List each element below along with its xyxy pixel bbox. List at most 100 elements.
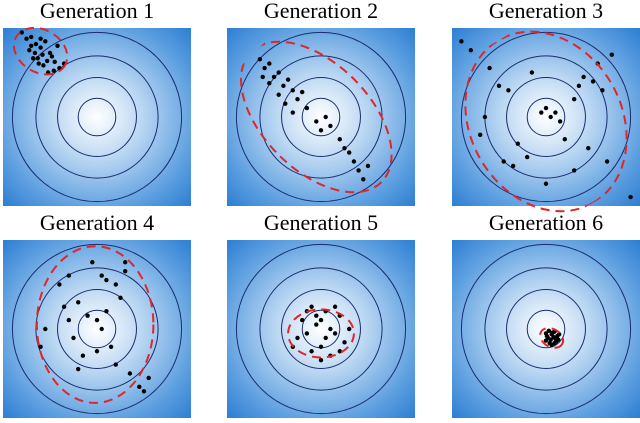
point [337, 349, 342, 354]
point [515, 141, 520, 146]
point [40, 52, 45, 57]
point [71, 335, 76, 341]
contour [77, 97, 117, 137]
point [300, 89, 305, 95]
point [546, 328, 552, 333]
point [113, 282, 119, 287]
point [550, 330, 555, 335]
point [487, 65, 492, 71]
point [276, 92, 281, 97]
point [300, 317, 305, 323]
covariance-ellipse [287, 308, 355, 359]
point [314, 313, 319, 318]
point [24, 36, 29, 41]
point [281, 83, 286, 89]
contour [35, 55, 159, 179]
point [556, 332, 562, 337]
contour [484, 267, 608, 391]
point [27, 48, 32, 53]
point [604, 159, 610, 164]
point [351, 159, 357, 164]
point [365, 163, 371, 169]
point [314, 119, 319, 124]
panel-title: Generation 3 [489, 0, 603, 23]
point [468, 48, 473, 53]
contour [57, 77, 137, 157]
point [328, 326, 333, 332]
point [99, 326, 104, 332]
point [314, 322, 319, 327]
point [290, 88, 295, 93]
point [38, 36, 43, 41]
point [347, 150, 352, 155]
point [271, 74, 277, 80]
point [323, 335, 328, 341]
point [562, 137, 567, 142]
point [99, 273, 104, 278]
point [137, 384, 142, 390]
point [328, 123, 333, 129]
point [29, 43, 34, 48]
panel-background [3, 240, 191, 418]
point [304, 331, 310, 336]
contour [35, 267, 159, 391]
point [544, 333, 550, 339]
point [342, 145, 347, 151]
point [318, 317, 324, 323]
panel-title: Generation 1 [40, 0, 154, 23]
point [600, 88, 605, 93]
point [332, 331, 338, 336]
point [36, 61, 41, 66]
point [94, 317, 100, 323]
point [332, 304, 338, 309]
point [543, 338, 549, 343]
point [285, 77, 291, 82]
point [57, 282, 62, 287]
point [43, 326, 48, 332]
point [581, 74, 586, 80]
point [553, 110, 558, 115]
point [496, 83, 502, 89]
point [55, 43, 60, 48]
point [113, 362, 119, 367]
point [337, 137, 342, 142]
point [262, 65, 267, 71]
point [356, 168, 361, 173]
point [318, 344, 324, 349]
point [94, 349, 100, 354]
contour [526, 309, 566, 349]
point [61, 304, 67, 309]
point [590, 79, 596, 84]
point [146, 375, 151, 381]
point [361, 177, 366, 182]
panel [452, 28, 640, 213]
point [127, 371, 133, 376]
covariance-ellipse [539, 327, 565, 349]
point [49, 54, 55, 59]
point [267, 61, 272, 66]
point [141, 389, 147, 394]
point [295, 335, 300, 341]
point [33, 41, 39, 47]
point [66, 317, 72, 323]
point [118, 295, 123, 301]
panel [3, 240, 191, 418]
panel-background [452, 240, 640, 418]
contour [526, 97, 566, 137]
panel-title: Generation 2 [264, 0, 378, 23]
point [304, 105, 310, 111]
point [108, 344, 114, 349]
point [347, 326, 352, 332]
point [478, 132, 483, 137]
point [318, 357, 324, 363]
point [104, 277, 109, 283]
point [548, 337, 553, 342]
point [318, 128, 324, 133]
contour [506, 77, 586, 157]
point [47, 50, 53, 56]
contour [281, 289, 361, 369]
point [323, 114, 328, 120]
point [548, 114, 553, 120]
point [66, 273, 72, 278]
